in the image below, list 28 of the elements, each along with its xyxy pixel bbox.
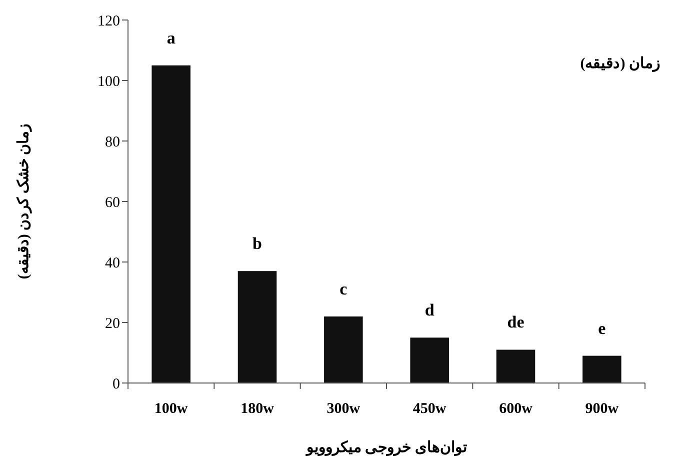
- bar: [324, 316, 363, 383]
- annotation: d: [424, 300, 435, 320]
- x-tick-label: 600w: [499, 401, 533, 417]
- y-tick-label: 60: [105, 194, 120, 211]
- bar: [410, 338, 449, 383]
- y-tick-label: 120: [98, 13, 120, 30]
- y-tick-label: 20: [105, 316, 120, 332]
- x-axis-title: توان‌های خروجی میکروویو: [305, 440, 467, 456]
- x-tick-label: 180w: [240, 401, 274, 417]
- annotation: زمان (دقیقه): [580, 56, 660, 72]
- annotation: c: [340, 279, 348, 298]
- bar: [582, 356, 622, 383]
- annotation: e: [598, 318, 606, 338]
- annotation: a: [166, 28, 176, 48]
- x-tick-label: 300w: [326, 401, 360, 417]
- bar: [238, 271, 277, 383]
- x-tick-label: 100w: [154, 401, 188, 417]
- bar: [496, 350, 536, 383]
- y-axis-title: زمان خشک کردن (دقیقه): [16, 124, 32, 280]
- y-tick-label: 80: [105, 134, 120, 150]
- bar: [152, 65, 190, 383]
- y-tick-label: 0: [112, 376, 120, 392]
- annotation: b: [252, 234, 262, 254]
- y-tick-label: 100: [98, 74, 120, 90]
- y-tick-label: 40: [105, 255, 120, 272]
- x-tick-label: 450w: [412, 401, 446, 417]
- x-tick-label: 900w: [585, 401, 619, 417]
- annotation: de: [507, 312, 525, 332]
